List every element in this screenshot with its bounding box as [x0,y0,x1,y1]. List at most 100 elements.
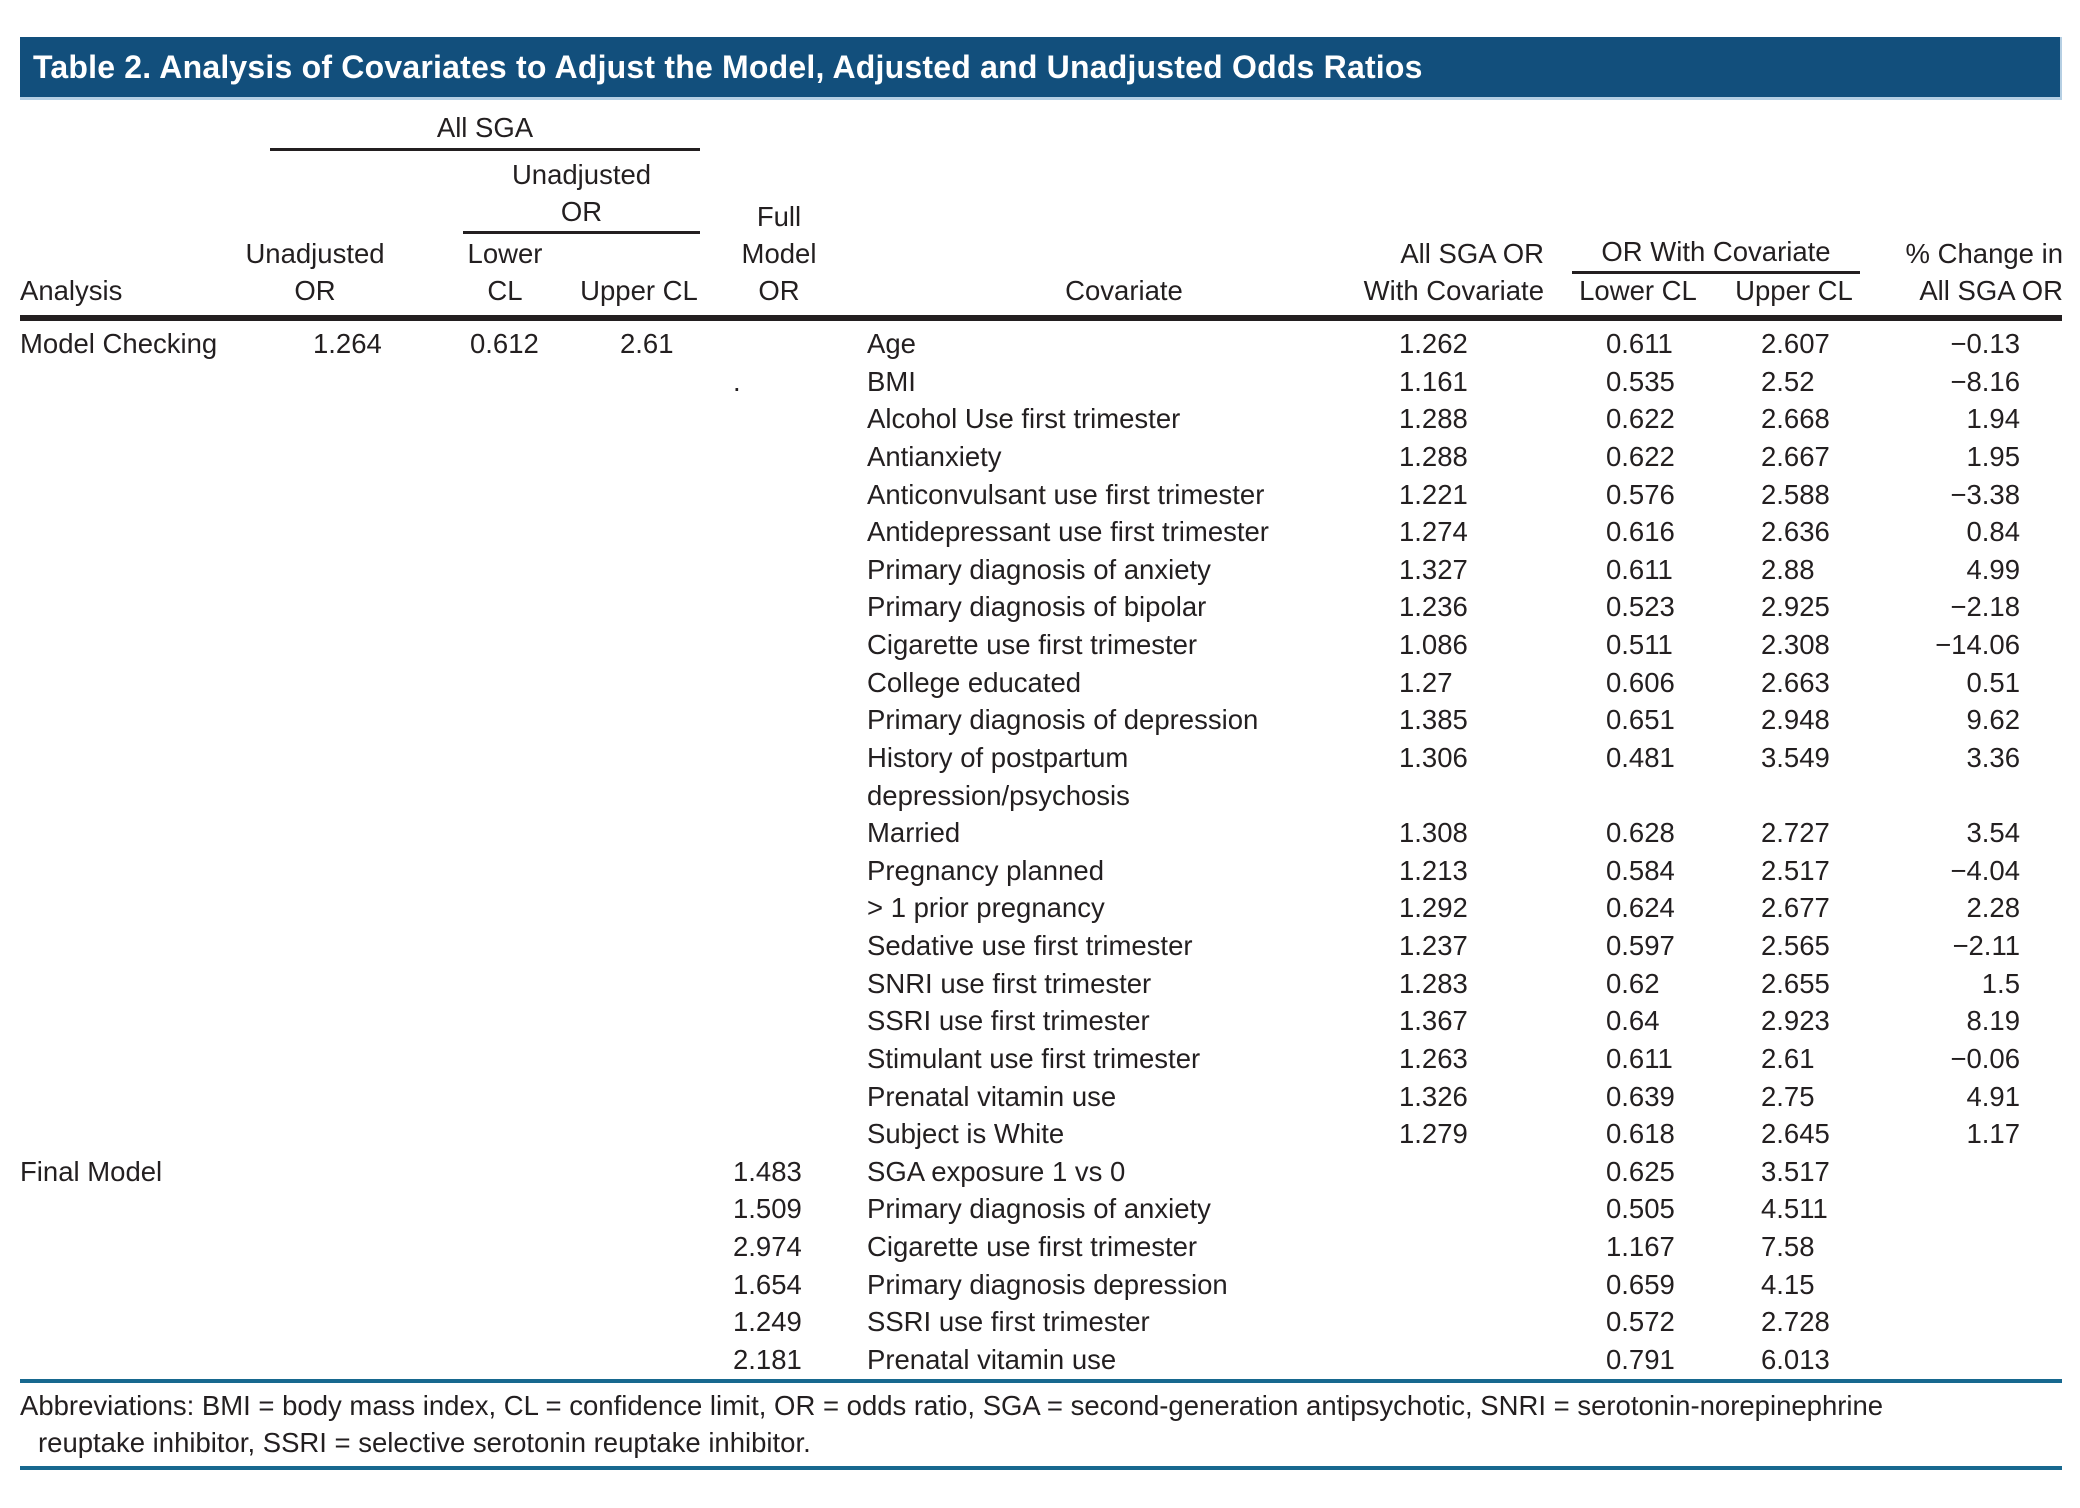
cell-full-model-or [672,965,810,1003]
cell-analysis [20,664,230,702]
cell-upper-cl [546,777,672,815]
cell-all-sga-or-with-covariate: 1.262 [1399,328,1468,359]
cell-upper-cl [546,889,672,927]
cell-upper-cl [546,1002,672,1040]
cell-pct-change: 2.28 [1966,892,2020,924]
cell-analysis [20,551,230,589]
column-header-all-sga-or-with-covariate-line2: With Covariate [1363,275,1544,306]
cell-analysis [20,1303,230,1341]
table-row: Primary diagnosis of anxiety 1.327 0.611 2.… [20,551,2062,589]
cell-full-model-or [672,927,810,965]
cell-cov-upper-cl: 6.013 [1761,1343,1830,1375]
cell-full-model-or [672,325,810,363]
cell-analysis [20,1115,230,1153]
cell-analysis [20,927,230,965]
cell-cov-lower-cl: 1.167 [1606,1231,1675,1262]
cell-cov-upper-cl: 7.58 [1761,1231,1815,1262]
cell-cov-upper-cl: 2.607 [1761,328,1830,359]
cell-analysis [20,626,230,664]
cell-all-sga-or-with-covariate [1300,1153,1544,1191]
cell-analysis [20,1078,230,1116]
cell-pct-change: 1.95 [1966,440,2020,472]
cell-pct-change: 3.54 [1966,817,2020,849]
cell-analysis [20,476,230,514]
cell-lower-cl [390,513,546,551]
cell-unadjusted-or [230,1040,390,1078]
table-row: Stimulant use first trimester 1.263 0.611 2… [20,1040,2062,1078]
cell-analysis [20,889,230,927]
cell-full-model-or [672,739,810,777]
table-row: Married 1.308 0.628 2.727 3.54 [20,814,2062,852]
cell-upper-cl [546,513,672,551]
cell-cov-lower-cl: 0.535 [1606,365,1675,397]
cell-cov-lower-cl: 0.523 [1606,591,1675,623]
table-row: 1.509 Primary diagnosis of anxiety 0.505 4.… [20,1190,2062,1228]
cell-cov-upper-cl: 2.655 [1761,967,1830,999]
cell-lower-cl [390,664,546,702]
cell-covariate: Primary diagnosis of bipolar [867,591,1207,623]
cell-cov-upper-cl: 2.588 [1761,478,1830,510]
cell-cov-lower-cl: 0.611 [1606,1042,1673,1074]
cell-analysis [20,1266,230,1304]
table-body: Model Checking 1.264 0.612 2.61 Age 1.262 0.61… [20,325,2062,1379]
cell-full-model-or [672,400,810,438]
cell-covariate: College educated [867,666,1082,698]
cell-cov-upper-cl: 4.15 [1761,1268,1815,1300]
cell-upper-cl [546,588,672,626]
cell-cov-lower-cl: 0.511 [1606,629,1673,660]
column-header-upper-cl: Upper CL [580,275,698,306]
cell-covariate: Antidepressant use first trimester [867,516,1269,548]
cell-all-sga-or-with-covariate [1300,1303,1544,1341]
cell-cov-upper-cl: 2.308 [1761,629,1830,660]
spanner-all-sga-rule [270,148,700,151]
spanner-or-with-covariate-rule [1572,271,1860,274]
cell-unadjusted-or [230,551,390,589]
table-row: Final Model 1.483 SGA exposure 1 vs 0 0.625… [20,1153,2062,1191]
table-row: Primary diagnosis of depression 1.385 0.65… [20,701,2062,739]
cell-lower-cl [390,1228,546,1266]
table-row: SNRI use first trimester 1.283 0.62 2.655 1.… [20,965,2062,1003]
cell-pct-change: 3.36 [1966,741,2020,773]
cell-covariate: Married [867,817,961,849]
cell-unadjusted-or [230,588,390,626]
spanner-unadjusted-or-rule [463,231,700,234]
cell-cov-upper-cl: 2.52 [1761,365,1815,397]
cell-cov-upper-cl: 2.517 [1761,854,1830,886]
table-row: Cigarette use first trimester 1.086 0.511 2… [20,626,2062,664]
cell-all-sga-or-with-covariate: 1.161 [1399,365,1468,397]
cell-all-sga-or-with-covariate: 1.288 [1399,440,1468,472]
cell-covariate: Stimulant use first trimester [867,1042,1201,1074]
cell-cov-upper-cl: 2.728 [1761,1306,1830,1338]
cell-unadjusted-or [230,965,390,1003]
column-header-pct-change: % Change in All SGA OR [1863,235,2063,309]
cell-unadjusted-or [230,852,390,890]
cell-lower-cl [390,965,546,1003]
cell-cov-lower-cl: 0.622 [1606,440,1675,472]
cell-full-model-or: 1.654 [733,1268,802,1300]
cell-pct-change: −0.06 [1950,1042,2020,1074]
cell-unadjusted-or [230,814,390,852]
cell-cov-lower-cl: 0.639 [1606,1080,1675,1112]
abbreviations-note: Abbreviations: BMI = body mass index, CL… [20,1387,2062,1461]
table-row: Prenatal vitamin use 1.326 0.639 2.75 4.91 [20,1078,2062,1116]
table-title: Table 2. Analysis of Covariates to Adjus… [33,49,1423,85]
cell-pct-change: −4.04 [1950,854,2020,886]
cell-analysis [20,588,230,626]
cell-full-model-or: 2.974 [733,1231,802,1262]
cell-lower-cl [390,701,546,739]
column-header-full-model-or-line2: Model [741,238,817,269]
column-header-lower-cl-line2: CL [487,275,523,306]
cell-all-sga-or-with-covariate: 1.27 [1399,666,1453,698]
cell-full-model-or: 1.509 [733,1193,802,1225]
cell-analysis [20,852,230,890]
table-row: depression/psychosis [20,777,2062,815]
cell-all-sga-or-with-covariate [1300,1190,1544,1228]
cell-analysis [20,739,230,777]
cell-upper-cl [546,1078,672,1116]
cell-full-model-or [672,588,810,626]
cell-all-sga-or-with-covariate [1300,777,1544,815]
cell-analysis [20,1002,230,1040]
cell-covariate: Age [867,328,916,359]
cell-upper-cl [546,701,672,739]
